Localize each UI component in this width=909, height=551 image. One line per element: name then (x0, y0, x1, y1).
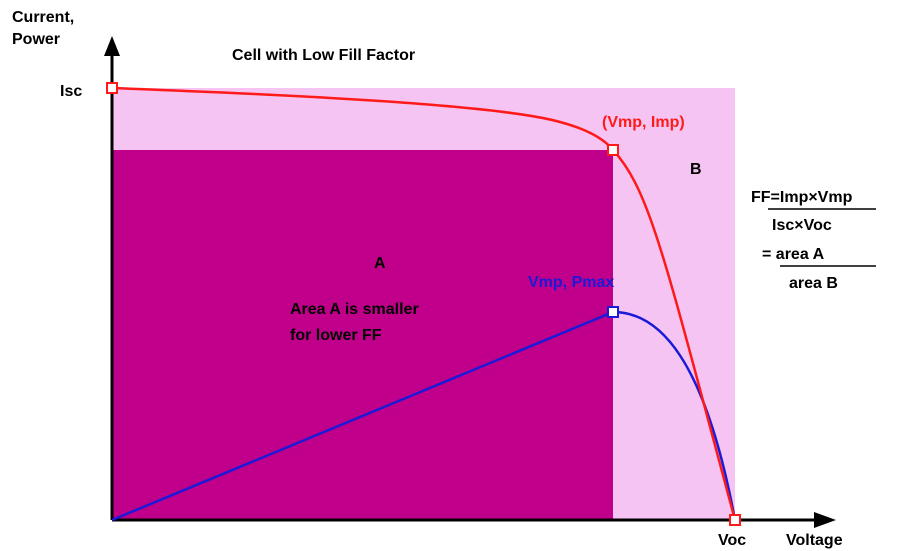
x-label: Voltage (786, 532, 843, 549)
pmax-label: Vmp, Pmax (528, 274, 614, 291)
y-label: Current, (12, 9, 74, 26)
note: for lower FF (290, 327, 382, 344)
y-label: Power (12, 31, 60, 48)
formula-ratio-bottom: area B (789, 275, 838, 292)
title: Cell with Low Fill Factor (232, 47, 415, 64)
y-arrow (104, 36, 120, 56)
power-curve (111, 310, 737, 522)
formula-denominator: Isc×Voc (772, 217, 832, 234)
formula-ratio-top: = area A (762, 246, 825, 263)
isc-point (106, 82, 118, 94)
iv-curve (111, 86, 737, 521)
area-a-region (112, 150, 613, 520)
mp-label: (Vmp, Imp) (602, 114, 685, 131)
note: Area A is smaller (290, 301, 419, 318)
pmax-point (607, 306, 619, 318)
isc-label: Isc (60, 83, 82, 100)
voc-point (729, 514, 741, 526)
x-arrow (814, 512, 836, 528)
region-b-label: B (690, 161, 702, 178)
formula-numerator: FF=Imp×Vmp (751, 189, 853, 206)
region-a-label: A (374, 255, 386, 272)
voc-label: Voc (718, 532, 746, 549)
mp-point (607, 144, 619, 156)
